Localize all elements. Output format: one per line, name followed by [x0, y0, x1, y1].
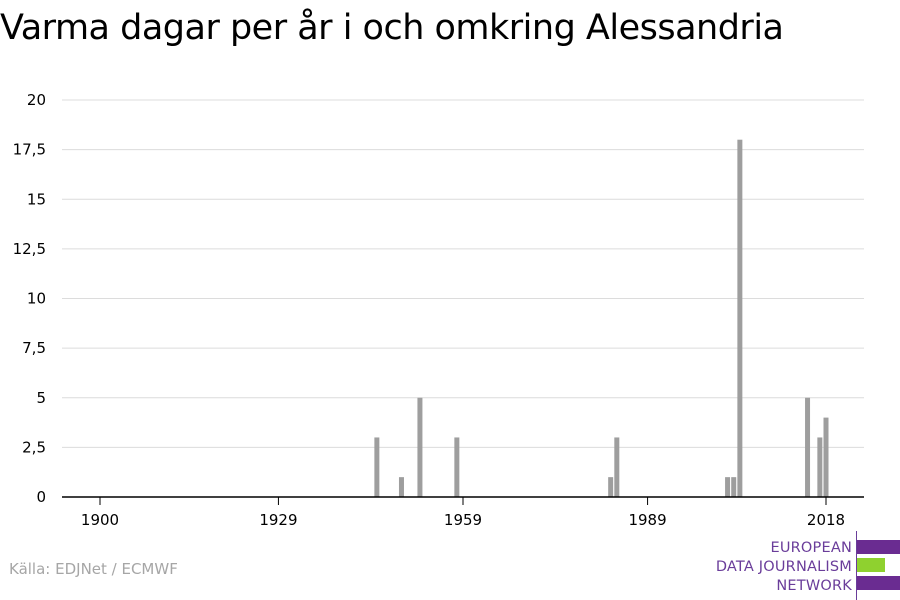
- chart-title: Varma dagar per år i och omkring Alessan…: [0, 8, 784, 48]
- logo-bar-green-segment: [857, 558, 885, 572]
- y-tick-label: 15: [27, 190, 46, 208]
- x-axis: 1900 1929 1959 1989 2018: [62, 496, 864, 529]
- logo-line-1: EUROPEAN: [770, 540, 852, 556]
- logo-bar-middle: [857, 558, 900, 572]
- x-tick-label: 1959: [444, 511, 482, 529]
- bar: [817, 437, 823, 497]
- bar: [374, 437, 380, 497]
- bar: [725, 477, 731, 497]
- bar: [614, 437, 620, 497]
- bar: [823, 417, 829, 497]
- gridlines: [62, 99, 864, 448]
- y-tick-label: 5: [36, 389, 46, 407]
- x-tick-label: 1900: [81, 511, 119, 529]
- bar: [737, 139, 743, 497]
- logo-bar-top: [857, 540, 900, 554]
- y-axis-labels: 0 2,5 5 7,5 10 12,5 15 17,5 20: [13, 91, 46, 506]
- y-tick-label: 2,5: [22, 438, 46, 456]
- y-tick-label: 12,5: [13, 240, 46, 258]
- y-tick-label: 20: [27, 91, 46, 109]
- y-tick-label: 7,5: [22, 339, 46, 357]
- bar: [731, 477, 737, 497]
- bars: [374, 139, 829, 497]
- logo-line-3: NETWORK: [776, 578, 852, 594]
- x-tick-label: 1929: [259, 511, 297, 529]
- y-tick-label: 0: [36, 488, 46, 506]
- logo-text: EUROPEAN DATA JOURNALISM NETWORK: [716, 539, 852, 596]
- x-tick-label: 2018: [807, 511, 845, 529]
- edjnet-logo: EUROPEAN DATA JOURNALISM NETWORK: [708, 531, 900, 600]
- x-tick-label: 1989: [628, 511, 666, 529]
- bar: [398, 477, 404, 497]
- bar: [417, 397, 423, 497]
- y-tick-label: 17,5: [13, 141, 46, 159]
- bar: [805, 397, 811, 497]
- bar: [454, 437, 460, 497]
- bar: [608, 477, 614, 497]
- source-note: Källa: EDJNet / ECMWF: [9, 560, 178, 578]
- logo-divider: [856, 531, 857, 600]
- y-tick-label: 10: [27, 290, 46, 308]
- logo-bar-bottom: [857, 576, 900, 590]
- logo-line-2: DATA JOURNALISM: [715, 559, 852, 575]
